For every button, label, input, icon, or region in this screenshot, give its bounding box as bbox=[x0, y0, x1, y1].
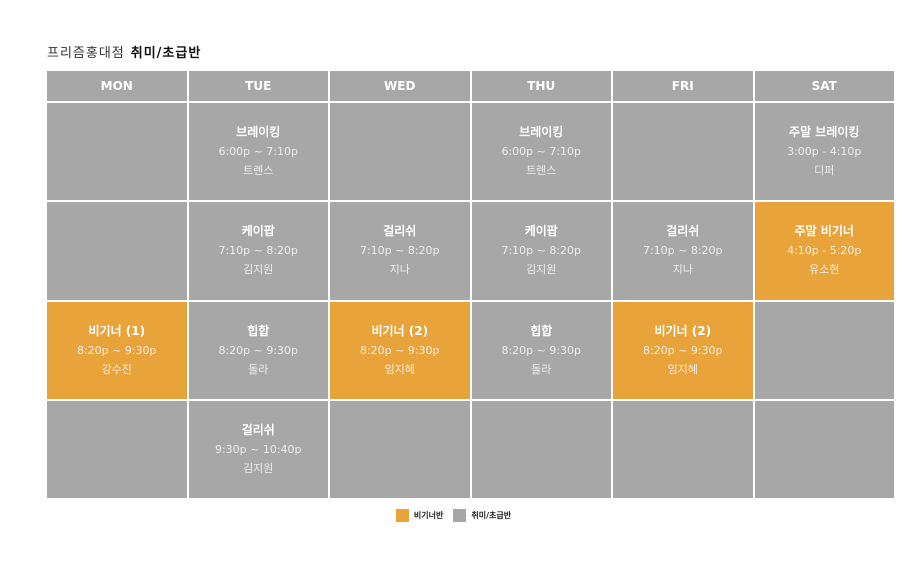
class-teacher: 트렌스 bbox=[243, 164, 274, 178]
day-header-thu: THU bbox=[471, 71, 611, 101]
day-header-sat: SAT bbox=[754, 71, 894, 101]
empty-cell-sat-4 bbox=[754, 400, 894, 498]
empty-cell-wed-1 bbox=[330, 103, 470, 201]
class-time: 8:20p ~ 9:30p bbox=[218, 343, 299, 357]
page-title: 프리즘홍대점 취미/초급반 bbox=[47, 42, 201, 61]
class-cell-tue-4[interactable]: 걸리쉬 9:30p ~ 10:40p 김지원 bbox=[188, 400, 328, 498]
class-name: 걸리쉬 bbox=[241, 422, 275, 437]
class-cell-thu-2[interactable]: 케이팝 7:10p ~ 8:20p 김지원 bbox=[471, 202, 611, 300]
class-time: 8:20p ~ 9:30p bbox=[76, 343, 157, 357]
day-header-mon: MON bbox=[47, 71, 187, 101]
class-teacher: 강수진 bbox=[101, 362, 132, 376]
branch-name: 프리즘홍대점 bbox=[47, 46, 125, 61]
class-name: 비기너 (2) bbox=[654, 323, 712, 338]
class-teacher: 김지원 bbox=[243, 461, 274, 475]
class-teacher: 지나 bbox=[389, 263, 410, 277]
legend-item-hobby: 취미/초급반 bbox=[453, 509, 511, 522]
legend-label: 비기너반 bbox=[413, 511, 444, 520]
legend-swatch-hobby bbox=[453, 509, 467, 522]
day-header-tue: TUE bbox=[188, 71, 328, 101]
timetable-grid: MON TUE WED THU FRI SAT 브레이킹 6:00p ~ 7:10p 트렌스 브레… bbox=[47, 71, 894, 498]
class-name: 비기너 (2) bbox=[371, 323, 429, 338]
empty-cell-thu-4 bbox=[471, 400, 611, 498]
class-cell-tue-2[interactable]: 케이팝 7:10p ~ 8:20p 김지원 bbox=[188, 202, 328, 300]
class-teacher: 돌라 bbox=[531, 362, 552, 376]
class-cell-mon-3[interactable]: 비기너 (1) 8:20p ~ 9:30p 강수진 bbox=[47, 301, 187, 399]
class-cell-thu-1[interactable]: 브레이킹 6:00p ~ 7:10p 트렌스 bbox=[471, 103, 611, 201]
class-time: 8:20p ~ 9:30p bbox=[359, 343, 440, 357]
class-cell-tue-3[interactable]: 힙합 8:20p ~ 9:30p 돌라 bbox=[188, 301, 328, 399]
class-time: 6:00p ~ 7:10p bbox=[218, 145, 299, 159]
legend-label: 취미/초급반 bbox=[471, 511, 512, 520]
class-name: 힙합 bbox=[247, 323, 270, 338]
empty-cell-fri-4 bbox=[613, 400, 753, 498]
class-time: 7:10p ~ 8:20p bbox=[501, 244, 582, 258]
class-cell-wed-3[interactable]: 비기너 (2) 8:20p ~ 9:30p 임지혜 bbox=[330, 301, 470, 399]
class-teacher: 트렌스 bbox=[526, 164, 557, 178]
class-time: 8:20p ~ 9:30p bbox=[501, 343, 582, 357]
class-name: 비기너 (1) bbox=[88, 323, 146, 338]
day-header-wed: WED bbox=[330, 71, 470, 101]
class-name: 힙합 bbox=[530, 323, 553, 338]
empty-cell-mon-1 bbox=[47, 103, 187, 201]
legend-item-beginner: 비기너반 bbox=[395, 509, 444, 522]
empty-cell-mon-2 bbox=[47, 202, 187, 300]
class-time: 4:10p - 5:20p bbox=[787, 244, 862, 258]
class-name: 주말 비기너 bbox=[794, 224, 854, 239]
empty-cell-fri-1 bbox=[613, 103, 753, 201]
class-cell-sat-2[interactable]: 주말 비기너 4:10p - 5:20p 유소현 bbox=[754, 202, 894, 300]
empty-cell-mon-4 bbox=[47, 400, 187, 498]
class-name: 걸리쉬 bbox=[383, 224, 417, 239]
class-time: 3:00p - 4:10p bbox=[787, 145, 862, 159]
class-time: 8:20p ~ 9:30p bbox=[642, 343, 723, 357]
class-name: 걸리쉬 bbox=[666, 224, 700, 239]
class-time: 6:00p ~ 7:10p bbox=[501, 145, 582, 159]
class-teacher: 유소현 bbox=[809, 263, 840, 277]
class-time: 7:10p ~ 8:20p bbox=[359, 244, 440, 258]
class-cell-tue-1[interactable]: 브레이킹 6:00p ~ 7:10p 트렌스 bbox=[188, 103, 328, 201]
day-header-fri: FRI bbox=[613, 71, 753, 101]
class-time: 9:30p ~ 10:40p bbox=[214, 442, 302, 456]
class-cell-wed-2[interactable]: 걸리쉬 7:10p ~ 8:20p 지나 bbox=[330, 202, 470, 300]
class-name: 브레이킹 bbox=[236, 125, 281, 140]
legend: 비기너반 취미/초급반 bbox=[0, 509, 907, 522]
class-teacher: 지나 bbox=[672, 263, 693, 277]
class-type-title: 취미/초급반 bbox=[130, 46, 202, 61]
class-teacher: 돌라 bbox=[248, 362, 269, 376]
class-teacher: 디퍼 bbox=[814, 164, 835, 178]
class-name: 케이팝 bbox=[241, 224, 275, 239]
class-name: 케이팝 bbox=[524, 224, 558, 239]
class-cell-fri-2[interactable]: 걸리쉬 7:10p ~ 8:20p 지나 bbox=[613, 202, 753, 300]
class-name: 주말 브레이킹 bbox=[789, 125, 860, 140]
empty-cell-wed-4 bbox=[330, 400, 470, 498]
class-cell-thu-3[interactable]: 힙합 8:20p ~ 9:30p 돌라 bbox=[471, 301, 611, 399]
legend-swatch-beginner bbox=[395, 509, 409, 522]
class-teacher: 임지혜 bbox=[384, 362, 415, 376]
class-cell-sat-1[interactable]: 주말 브레이킹 3:00p - 4:10p 디퍼 bbox=[754, 103, 894, 201]
class-teacher: 임지혜 bbox=[667, 362, 698, 376]
class-cell-fri-3[interactable]: 비기너 (2) 8:20p ~ 9:30p 임지혜 bbox=[613, 301, 753, 399]
class-time: 7:10p ~ 8:20p bbox=[642, 244, 723, 258]
class-name: 브레이킹 bbox=[519, 125, 564, 140]
empty-cell-sat-3 bbox=[754, 301, 894, 399]
class-teacher: 김지원 bbox=[526, 263, 557, 277]
class-time: 7:10p ~ 8:20p bbox=[218, 244, 299, 258]
class-teacher: 김지원 bbox=[243, 263, 274, 277]
